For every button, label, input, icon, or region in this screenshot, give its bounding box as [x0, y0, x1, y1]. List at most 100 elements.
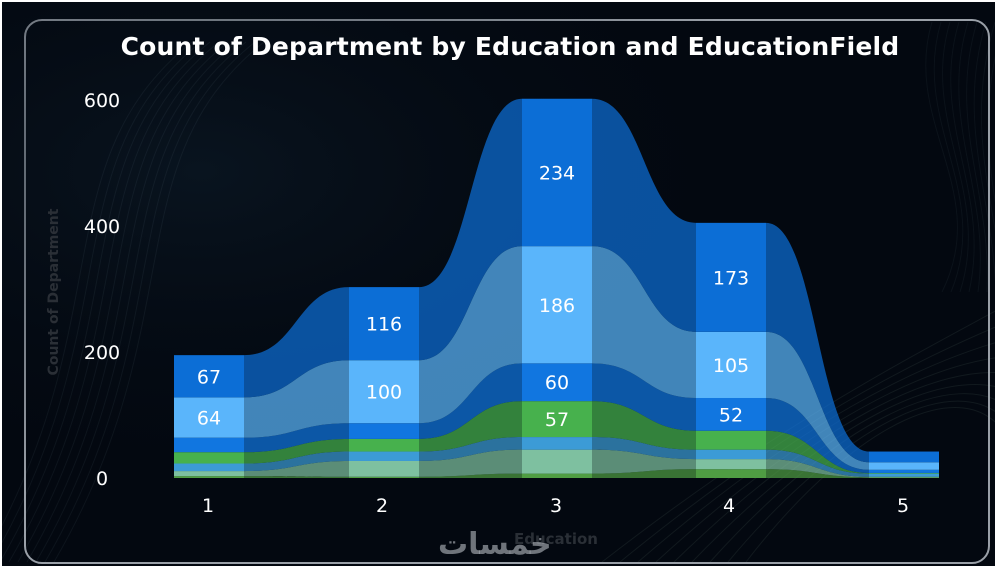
ribbon-band: [244, 476, 349, 478]
x-tick-label: 4: [723, 495, 735, 517]
column-segment: [869, 477, 939, 478]
decorative-swirl-left: [17, 41, 229, 563]
y-axis: 0 200 400 600: [84, 90, 120, 490]
data-label: 173: [713, 267, 749, 289]
ribbon-band: [244, 360, 349, 438]
ribbon-band: [419, 437, 522, 461]
column-segment: [696, 469, 766, 478]
column-segment: [869, 462, 939, 470]
decorative-swirl-top-right: [933, 21, 964, 293]
column-segment: [349, 451, 419, 461]
ribbon-band: [766, 397, 869, 473]
data-label: 100: [366, 382, 402, 404]
x-axis: 1 2 3 4 5: [202, 495, 909, 517]
decorative-swirl-right: [655, 357, 995, 563]
column-segment: [349, 423, 419, 439]
column-segment: [696, 430, 766, 450]
column-segment: [349, 460, 419, 477]
decorative-swirl-right: [637, 342, 995, 563]
ribbon-band: [419, 246, 522, 424]
ribbon-band: [592, 449, 696, 474]
column-segment: [174, 452, 244, 464]
column-segment: [522, 98, 592, 247]
y-tick-label: 600: [84, 90, 120, 112]
ribbon-band: [766, 449, 869, 477]
ribbon-band: [592, 401, 696, 450]
column-segment: [174, 463, 244, 472]
ribbon-band: [766, 459, 869, 478]
ribbons-layer: [244, 98, 869, 478]
column-segment: [349, 287, 419, 361]
column-segment: [522, 473, 592, 478]
ribbon-band: [592, 246, 696, 398]
data-label: 60: [545, 372, 569, 394]
columns-layer: [174, 98, 939, 478]
column-segment: [174, 355, 244, 398]
column-segment: [174, 471, 244, 477]
column-segment: [349, 360, 419, 424]
column-segment: [349, 438, 419, 452]
chart-title: Count of Department by Education and Edu…: [120, 32, 900, 61]
y-tick-label: 0: [96, 468, 108, 490]
decorative-swirl-right: [727, 400, 995, 563]
decorative-swirl-top-right: [958, 21, 981, 293]
ribbon-band: [419, 449, 522, 477]
column-segment: [174, 437, 244, 453]
ribbon-band: [592, 98, 696, 332]
decorative-swirl-right: [691, 384, 995, 563]
ribbon-band: [419, 473, 522, 478]
ribbon-band: [244, 438, 349, 464]
decorative-swirl-top-right: [966, 21, 988, 293]
data-label: 52: [719, 404, 743, 426]
data-label: 186: [539, 295, 575, 317]
column-segment: [869, 472, 939, 474]
column-segment: [522, 246, 592, 364]
column-segment: [174, 476, 244, 478]
column-segment: [869, 473, 939, 477]
ribbon-band: [766, 331, 869, 470]
column-segment: [869, 476, 939, 478]
column-segment: [696, 222, 766, 332]
column-segment: [522, 363, 592, 402]
decorative-swirl-left: [44, 41, 256, 563]
decorative-swirl-top-right: [950, 21, 975, 293]
column-segment: [174, 397, 244, 438]
decorative-swirl-top-right: [973, 21, 995, 284]
column-segment: [522, 401, 592, 438]
column-segment: [696, 459, 766, 470]
decorative-swirl-right: [619, 326, 995, 563]
x-axis-title: Education: [514, 530, 598, 548]
ribbon-band: [766, 222, 869, 463]
ribbon-band: [244, 287, 349, 398]
watermark-logo: خمسات: [438, 527, 552, 562]
decorative-swirl-top-right: [987, 55, 995, 203]
data-label: 234: [539, 162, 575, 184]
data-labels-layer: 57 60 52 64 100 186 105 67 116 234 173: [197, 162, 749, 431]
decorative-swirl-left: [53, 41, 265, 563]
decorative-swirl-left: [2, 41, 211, 560]
ribbon-band: [592, 437, 696, 460]
ribbon-band: [766, 430, 869, 474]
ribbon-band: [419, 401, 522, 452]
ribbon-band: [592, 469, 696, 478]
ribbon-band: [766, 469, 869, 478]
ribbon-band: [419, 363, 522, 439]
y-tick-label: 200: [84, 342, 120, 364]
data-label: 64: [197, 408, 221, 430]
y-tick-label: 400: [84, 216, 120, 238]
decorative-lines: [2, 21, 995, 563]
decorative-swirl-left: [26, 41, 238, 563]
column-segment: [349, 476, 419, 478]
decorative-swirl-top-right: [980, 21, 995, 232]
x-tick-label: 3: [550, 495, 562, 517]
column-segment: [869, 451, 939, 463]
ribbon-band: [244, 460, 349, 477]
x-tick-label: 1: [202, 495, 214, 517]
x-tick-label: 2: [376, 495, 388, 517]
column-segment: [522, 437, 592, 450]
ribbon-band: [244, 423, 349, 453]
decorative-swirl-left: [8, 41, 220, 563]
column-segment: [696, 397, 766, 431]
